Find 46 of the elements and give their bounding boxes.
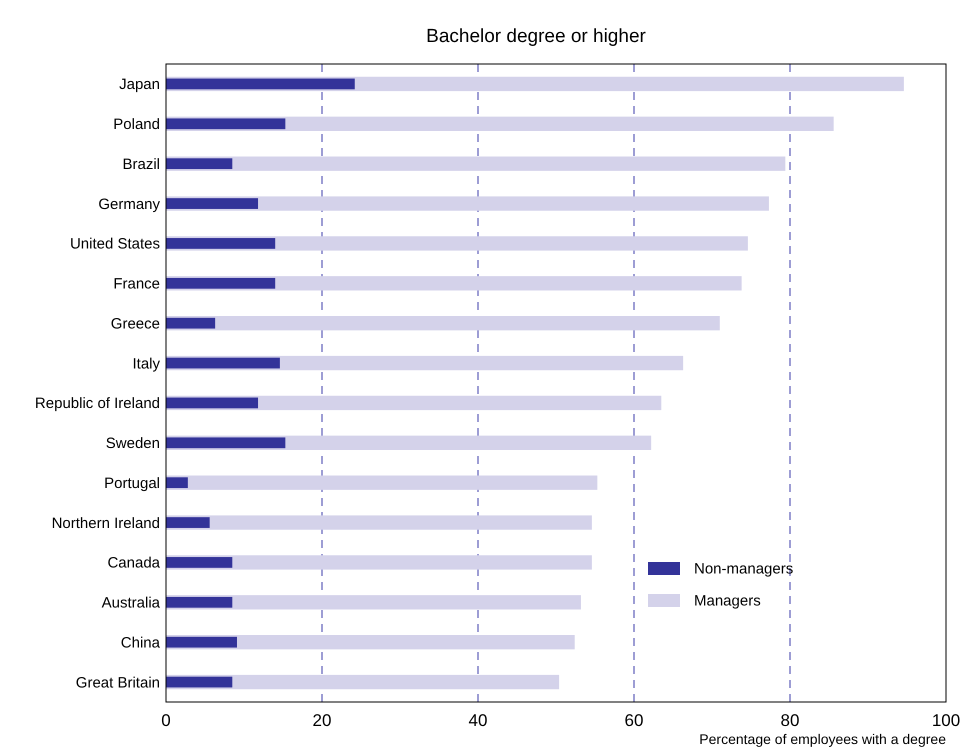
y-tick-label: Germany	[98, 196, 160, 213]
y-tick-label: Sweden	[106, 435, 160, 452]
y-tick-label: France	[113, 276, 160, 293]
bar	[166, 476, 598, 490]
bar	[166, 398, 258, 408]
bar	[166, 198, 258, 209]
bar	[166, 358, 280, 368]
x-tick-label: 100	[932, 711, 960, 730]
x-tick-label: 80	[780, 711, 800, 730]
y-tick-label: Northern Ireland	[52, 514, 160, 532]
y-tick-label: Canada	[107, 554, 161, 572]
legend-label: Managers	[694, 592, 761, 610]
y-tick-label: Portugal	[104, 474, 160, 492]
y-tick-label: Greece	[110, 315, 160, 332]
chart-title: Bachelor degree or higher	[426, 26, 647, 47]
bar	[166, 78, 355, 90]
y-tick-label: United States	[70, 236, 160, 253]
y-tick-label: Brazil	[122, 156, 160, 173]
x-tick-label: 40	[468, 711, 488, 730]
x-tick-label: 0	[161, 711, 171, 730]
legend-label: Non-managers	[694, 560, 794, 578]
bar	[166, 517, 210, 528]
bar	[166, 596, 232, 608]
bar	[166, 158, 232, 170]
bar	[166, 557, 232, 568]
y-tick-label: China	[120, 634, 161, 652]
x-axis-title: Percentage of employees with a degree	[699, 731, 946, 747]
y-tick-label: Japan	[119, 76, 160, 94]
bar	[166, 156, 786, 171]
bar	[166, 118, 286, 130]
y-tick-label: Italy	[132, 355, 160, 372]
bar	[166, 676, 232, 688]
x-tick-label: 20	[312, 711, 332, 730]
y-tick-label: Great Britain	[76, 674, 160, 692]
bar	[166, 278, 276, 289]
x-tick-label: 60	[624, 711, 644, 730]
y-tick-label: Australia	[102, 594, 161, 612]
bar	[166, 318, 216, 329]
bar	[166, 316, 720, 330]
bar	[166, 515, 592, 530]
y-tick-label: Republic of Ireland	[34, 395, 160, 412]
bar	[166, 238, 276, 249]
bar	[166, 477, 188, 488]
bar	[166, 437, 286, 448]
y-tick-label: Poland	[113, 116, 160, 134]
bar	[166, 636, 237, 648]
